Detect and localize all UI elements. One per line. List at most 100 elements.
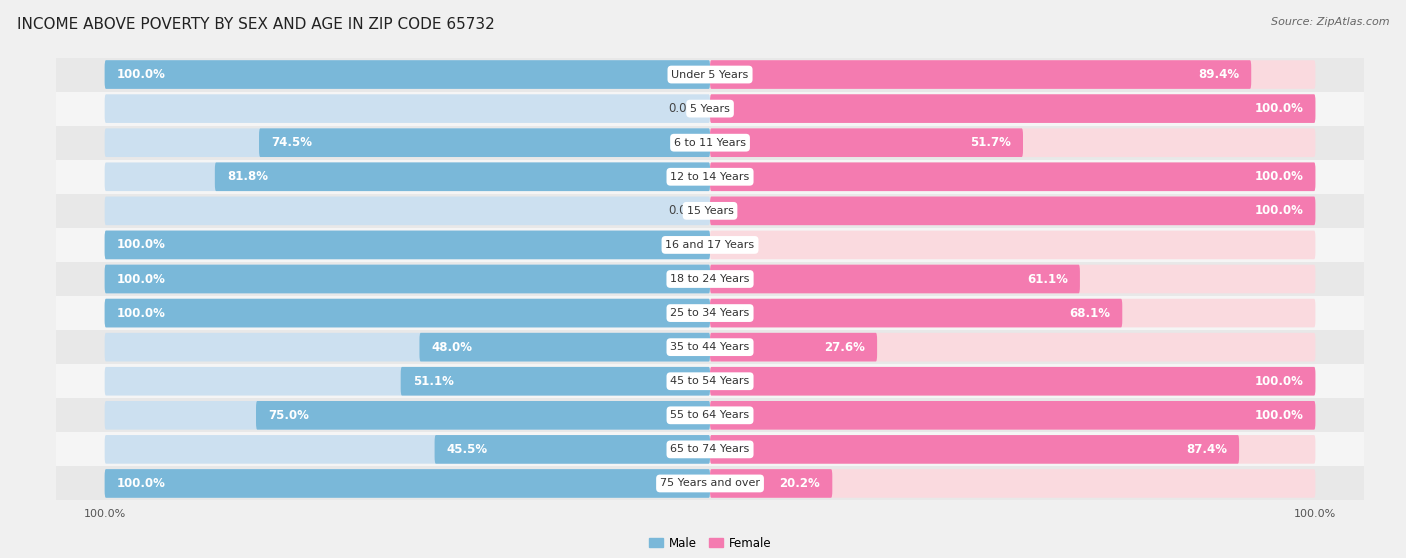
Text: 89.4%: 89.4%	[1198, 68, 1239, 81]
Text: INCOME ABOVE POVERTY BY SEX AND AGE IN ZIP CODE 65732: INCOME ABOVE POVERTY BY SEX AND AGE IN Z…	[17, 17, 495, 32]
Text: 100.0%: 100.0%	[1254, 409, 1303, 422]
Text: 27.6%: 27.6%	[824, 340, 865, 354]
Text: 0.0%: 0.0%	[668, 204, 697, 218]
FancyBboxPatch shape	[259, 128, 710, 157]
Bar	[44, 432, 1376, 466]
FancyBboxPatch shape	[419, 333, 710, 362]
Bar	[44, 57, 1376, 92]
Text: 0.0%: 0.0%	[723, 238, 752, 252]
Text: 65 to 74 Years: 65 to 74 Years	[671, 444, 749, 454]
Text: 61.1%: 61.1%	[1026, 272, 1067, 286]
Bar	[44, 330, 1376, 364]
FancyBboxPatch shape	[710, 196, 1316, 225]
FancyBboxPatch shape	[401, 367, 710, 396]
Text: 75 Years and over: 75 Years and over	[659, 478, 761, 488]
FancyBboxPatch shape	[104, 230, 710, 259]
Text: 55 to 64 Years: 55 to 64 Years	[671, 410, 749, 420]
FancyBboxPatch shape	[104, 469, 710, 498]
FancyBboxPatch shape	[710, 264, 1316, 294]
Bar	[44, 364, 1376, 398]
Text: 18 to 24 Years: 18 to 24 Years	[671, 274, 749, 284]
FancyBboxPatch shape	[710, 162, 1316, 191]
FancyBboxPatch shape	[710, 367, 1316, 396]
Text: 100.0%: 100.0%	[1254, 375, 1303, 388]
FancyBboxPatch shape	[256, 401, 710, 430]
Bar	[44, 262, 1376, 296]
FancyBboxPatch shape	[104, 94, 710, 123]
FancyBboxPatch shape	[104, 128, 710, 157]
Text: 51.1%: 51.1%	[413, 375, 454, 388]
FancyBboxPatch shape	[104, 264, 710, 294]
Bar	[44, 194, 1376, 228]
Text: 87.4%: 87.4%	[1187, 443, 1227, 456]
FancyBboxPatch shape	[710, 128, 1316, 157]
FancyBboxPatch shape	[710, 94, 1316, 123]
Text: 100.0%: 100.0%	[117, 306, 166, 320]
Text: 12 to 14 Years: 12 to 14 Years	[671, 172, 749, 182]
FancyBboxPatch shape	[710, 299, 1122, 328]
FancyBboxPatch shape	[104, 196, 710, 225]
Text: 45 to 54 Years: 45 to 54 Years	[671, 376, 749, 386]
Text: 74.5%: 74.5%	[271, 136, 312, 149]
FancyBboxPatch shape	[710, 435, 1316, 464]
FancyBboxPatch shape	[710, 162, 1316, 191]
FancyBboxPatch shape	[710, 299, 1316, 328]
Text: 0.0%: 0.0%	[668, 102, 697, 115]
FancyBboxPatch shape	[710, 469, 1316, 498]
Text: 100.0%: 100.0%	[117, 477, 166, 490]
Text: 51.7%: 51.7%	[970, 136, 1011, 149]
FancyBboxPatch shape	[104, 230, 710, 259]
FancyBboxPatch shape	[104, 162, 710, 191]
FancyBboxPatch shape	[710, 401, 1316, 430]
FancyBboxPatch shape	[104, 469, 710, 498]
Text: 6 to 11 Years: 6 to 11 Years	[673, 138, 747, 148]
FancyBboxPatch shape	[710, 435, 1239, 464]
Bar	[44, 466, 1376, 501]
Text: 100.0%: 100.0%	[117, 238, 166, 252]
Text: 5 Years: 5 Years	[690, 104, 730, 114]
Bar	[44, 398, 1376, 432]
FancyBboxPatch shape	[215, 162, 710, 191]
FancyBboxPatch shape	[104, 401, 710, 430]
FancyBboxPatch shape	[104, 435, 710, 464]
Text: 25 to 34 Years: 25 to 34 Years	[671, 308, 749, 318]
FancyBboxPatch shape	[710, 367, 1316, 396]
Text: Source: ZipAtlas.com: Source: ZipAtlas.com	[1271, 17, 1389, 27]
Text: 100.0%: 100.0%	[1254, 170, 1303, 183]
FancyBboxPatch shape	[710, 94, 1316, 123]
FancyBboxPatch shape	[710, 401, 1316, 430]
FancyBboxPatch shape	[104, 367, 710, 396]
Text: 45.5%: 45.5%	[447, 443, 488, 456]
Text: 100.0%: 100.0%	[117, 68, 166, 81]
Text: 100.0%: 100.0%	[1254, 204, 1303, 218]
Text: 16 and 17 Years: 16 and 17 Years	[665, 240, 755, 250]
Text: 48.0%: 48.0%	[432, 340, 472, 354]
FancyBboxPatch shape	[104, 264, 710, 294]
Bar	[44, 228, 1376, 262]
Text: 100.0%: 100.0%	[1254, 102, 1303, 115]
Text: 20.2%: 20.2%	[779, 477, 820, 490]
FancyBboxPatch shape	[710, 128, 1024, 157]
FancyBboxPatch shape	[434, 435, 710, 464]
FancyBboxPatch shape	[710, 60, 1251, 89]
FancyBboxPatch shape	[710, 196, 1316, 225]
FancyBboxPatch shape	[710, 264, 1080, 294]
Text: 68.1%: 68.1%	[1069, 306, 1111, 320]
FancyBboxPatch shape	[104, 299, 710, 328]
Bar	[44, 92, 1376, 126]
Bar	[44, 296, 1376, 330]
FancyBboxPatch shape	[710, 333, 877, 362]
FancyBboxPatch shape	[104, 333, 710, 362]
FancyBboxPatch shape	[710, 60, 1316, 89]
FancyBboxPatch shape	[104, 60, 710, 89]
Text: 35 to 44 Years: 35 to 44 Years	[671, 342, 749, 352]
FancyBboxPatch shape	[104, 299, 710, 328]
Legend: Male, Female: Male, Female	[644, 532, 776, 554]
Text: Under 5 Years: Under 5 Years	[672, 70, 748, 80]
FancyBboxPatch shape	[710, 469, 832, 498]
Text: 75.0%: 75.0%	[269, 409, 309, 422]
FancyBboxPatch shape	[104, 60, 710, 89]
Bar	[44, 160, 1376, 194]
Text: 81.8%: 81.8%	[226, 170, 269, 183]
Text: 15 Years: 15 Years	[686, 206, 734, 216]
